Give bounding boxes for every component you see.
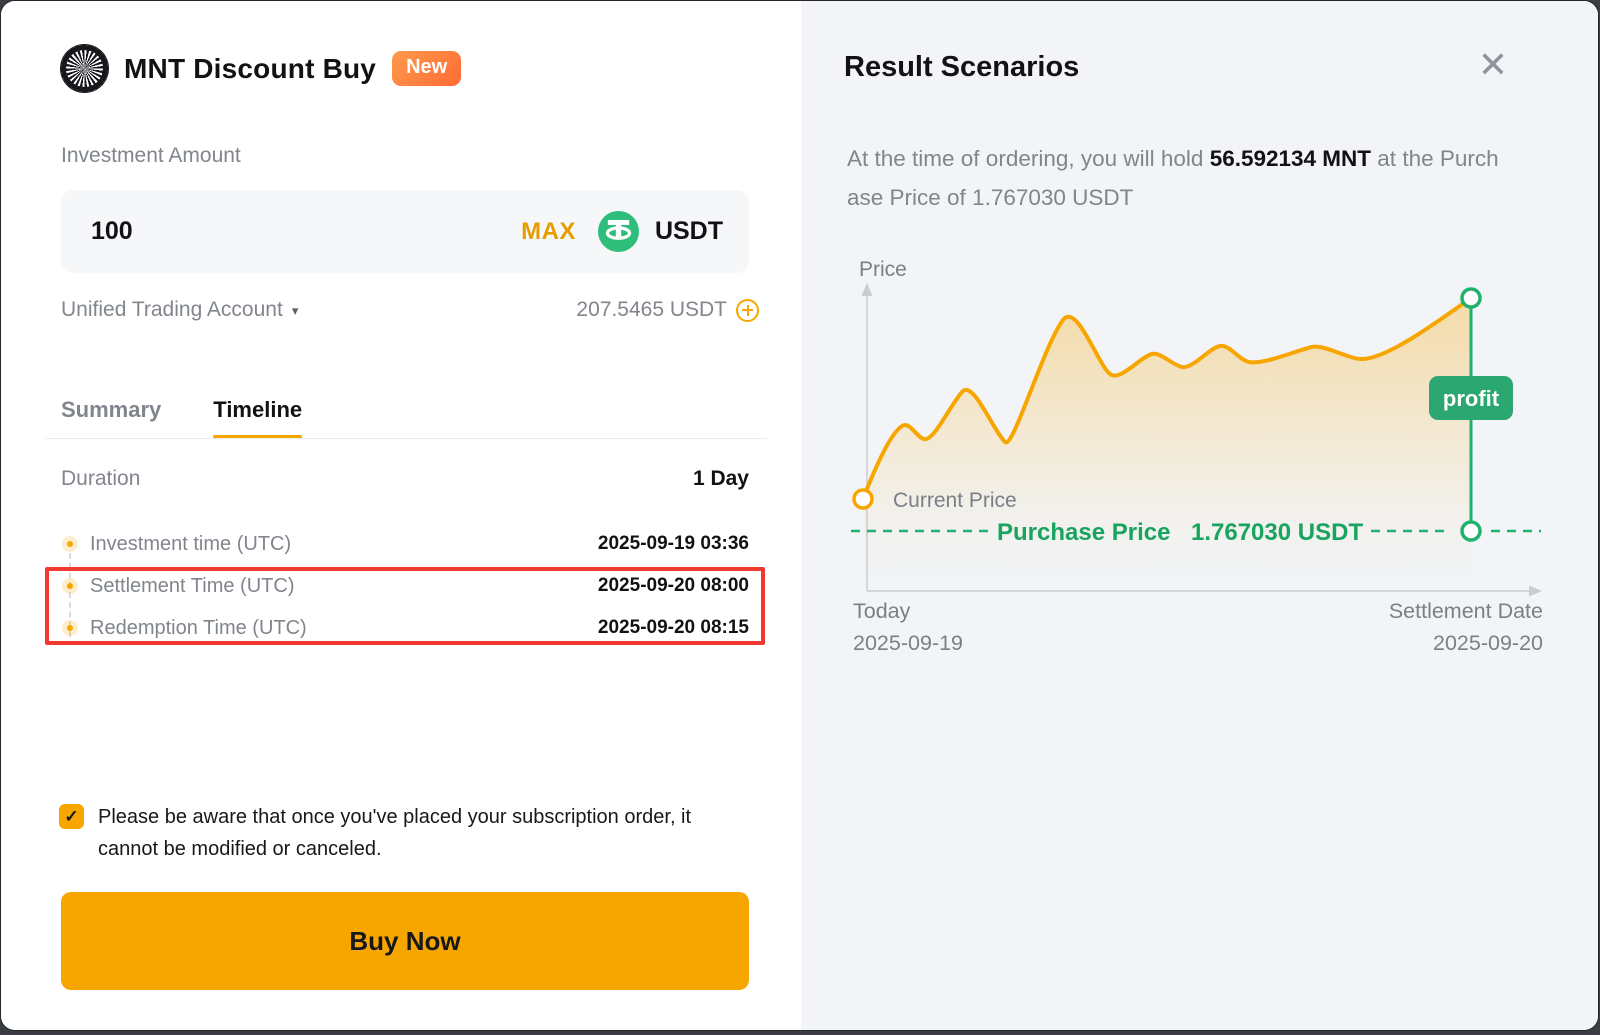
- panel-header: MNT Discount Buy New: [61, 45, 462, 92]
- price-curve: [861, 296, 1473, 501]
- account-selector[interactable]: Unified Trading Account ▾: [61, 298, 298, 322]
- currency-label: USDT: [654, 217, 723, 245]
- add-funds-button[interactable]: [736, 298, 759, 322]
- timeline-dot-icon: [62, 578, 78, 594]
- duration-label: Duration: [61, 467, 141, 490]
- profit-badge: [1429, 376, 1513, 420]
- current-price-marker: [852, 488, 874, 510]
- investment-amount-input[interactable]: 100 MAX USDT: [61, 190, 749, 273]
- new-badge: New: [392, 51, 462, 86]
- x-end-label: Settlement Date: [1389, 599, 1543, 623]
- result-scenarios-panel: Result Scenarios ✕ At the time of orderi…: [801, 1, 1598, 1030]
- usdt-tether-icon: [597, 211, 639, 252]
- available-balance: 207.5465 USDT: [576, 298, 727, 321]
- max-button[interactable]: MAX: [521, 217, 576, 245]
- timeline-connector: [69, 553, 71, 637]
- timeline-list: Investment time (UTC) 2025-09-19 03:36 S…: [45, 523, 765, 649]
- duration-value: 1 Day: [692, 467, 749, 490]
- terms-checkbox[interactable]: [59, 804, 84, 829]
- disclaimer-text: Please be aware that once you've placed …: [98, 806, 692, 860]
- purchase-price-label: Purchase Price: [997, 519, 1170, 546]
- holding-amount: 56.592134 MNT: [1209, 146, 1372, 171]
- amount-value[interactable]: 100: [91, 217, 133, 245]
- duration-row: Duration 1 Day: [61, 467, 749, 491]
- profit-badge-label: profit: [1443, 386, 1500, 411]
- discount-buy-panel: MNT Discount Buy New Investment Amount 1…: [1, 1, 801, 1030]
- y-axis-arrow-icon: [861, 283, 873, 296]
- disclaimer-row: Please be aware that once you've placed …: [59, 801, 749, 865]
- settlement-bottom-marker: [1460, 520, 1482, 542]
- detail-tabs: Summary Timeline: [61, 397, 302, 439]
- current-price-label: Current Price: [893, 489, 1017, 512]
- tab-divider: [45, 438, 767, 439]
- result-scenarios-title: Result Scenarios: [844, 51, 1080, 83]
- timeline-dot-icon: [62, 620, 78, 636]
- x-end-date: 2025-09-20: [1433, 631, 1543, 655]
- purchase-price-value: 1.767030 USDT: [1191, 519, 1363, 546]
- balance-row: 207.5465 USDT: [576, 298, 759, 322]
- settlement-top-marker: [1460, 287, 1482, 309]
- timeline-dot-icon: [62, 536, 78, 552]
- page-title: MNT Discount Buy: [124, 52, 377, 84]
- timeline-row-settlement: Settlement Time (UTC) 2025-09-20 08:00: [61, 565, 749, 607]
- scenario-description: At the time of ordering, you will hold 5…: [847, 139, 1507, 217]
- description-prefix: At the time of ordering, you will hold: [847, 146, 1210, 171]
- investment-amount-label: Investment Amount: [61, 144, 241, 167]
- tab-timeline[interactable]: Timeline: [213, 397, 302, 439]
- description-suffix: at the Purchase Price of 1.767030 USDT: [847, 146, 1499, 210]
- tab-summary[interactable]: Summary: [61, 397, 162, 422]
- x-start-date: 2025-09-19: [853, 631, 963, 655]
- account-row: Unified Trading Account ▾ 207.5465 USDT: [61, 298, 759, 322]
- x-axis-arrow-icon: [1529, 585, 1542, 597]
- timeline-row-investment: Investment time (UTC) 2025-09-19 03:36: [61, 523, 749, 565]
- y-axis-label: Price: [859, 258, 907, 281]
- buy-now-button[interactable]: Buy Now: [61, 892, 749, 990]
- x-start-label: Today: [853, 599, 911, 623]
- chevron-down-icon: ▾: [291, 303, 299, 318]
- account-selector-label: Unified Trading Account: [61, 298, 283, 321]
- timeline-row-redemption: Redemption Time (UTC) 2025-09-20 08:15: [61, 607, 749, 649]
- price-scenario-chart: Price Purchase Price 1.767030 USDT profi…: [851, 258, 1543, 655]
- price-area: [863, 298, 1471, 591]
- close-icon[interactable]: ✕: [1477, 44, 1509, 85]
- mnt-logo-icon: [61, 45, 108, 92]
